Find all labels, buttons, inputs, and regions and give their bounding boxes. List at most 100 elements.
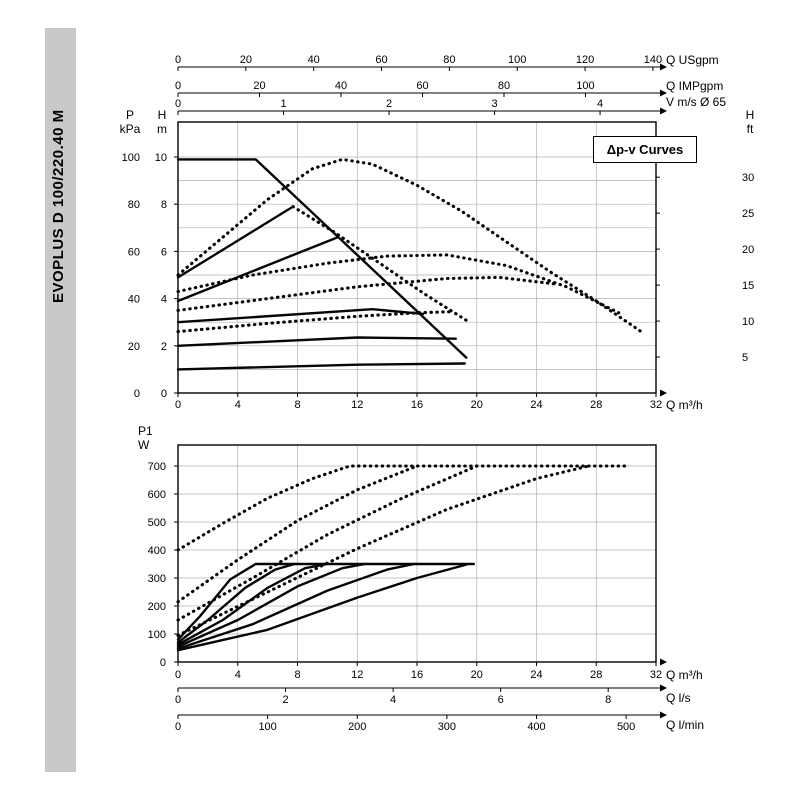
extra-axis-tick-label: 6 bbox=[498, 694, 504, 706]
h-m-tick-label: 0 bbox=[161, 388, 167, 400]
axis-arrow bbox=[660, 107, 667, 115]
h-m-tick-label: 8 bbox=[161, 199, 167, 211]
dotted-curve-top-parallel-max bbox=[176, 157, 643, 334]
x-tick-label: 12 bbox=[351, 399, 363, 411]
top-axis-tick-label: 0 bbox=[175, 80, 181, 92]
axis-arrow bbox=[660, 89, 667, 97]
solid-curve-top-low-curve-2m bbox=[176, 336, 457, 347]
dotted-curve-top-hump-4 bbox=[176, 310, 456, 334]
h-ft-letter: H bbox=[745, 108, 755, 122]
model-sidebar bbox=[45, 28, 76, 772]
h-ft-tick-label: 25 bbox=[742, 208, 754, 220]
x-tick-label: 32 bbox=[650, 669, 662, 681]
extra-axis-tick-label: 2 bbox=[282, 694, 288, 706]
x-tick-label: 24 bbox=[530, 669, 542, 681]
kpa-tick-label: 60 bbox=[128, 246, 140, 258]
solid-curve-top-max-speed-curve bbox=[176, 158, 468, 359]
h-m-tick-label: 10 bbox=[155, 152, 167, 164]
p1-unit: W bbox=[138, 438, 150, 452]
extra-axis-tick-label: 300 bbox=[438, 721, 456, 733]
x-tick-label: 16 bbox=[411, 399, 423, 411]
extra-axis-tick-label: 0 bbox=[175, 721, 181, 733]
extra-axis-tick-label: 0 bbox=[175, 694, 181, 706]
x-tick-label: 16 bbox=[411, 669, 423, 681]
solid-curve-top-dpv-line-3 bbox=[176, 308, 425, 324]
x-tick-label: 8 bbox=[294, 399, 300, 411]
w-tick-label: 300 bbox=[148, 573, 166, 585]
solid-curve-top-low-curve-1m bbox=[176, 362, 466, 371]
top-axis-tick-label: 3 bbox=[491, 98, 497, 110]
top-axis-tick-label: 100 bbox=[508, 54, 526, 66]
top-axis-tick-label: 0 bbox=[175, 54, 181, 66]
p-kpa-unit: kPa bbox=[119, 122, 141, 136]
top-axis-tick-label: 1 bbox=[280, 98, 286, 110]
q-impgpm-axis-label: Q IMPgpm bbox=[666, 79, 724, 93]
kpa-tick-label: 20 bbox=[128, 341, 140, 353]
top-axis-tick-label: 40 bbox=[335, 80, 347, 92]
top-axis-tick-label: 140 bbox=[644, 54, 662, 66]
w-tick-label: 200 bbox=[148, 601, 166, 613]
kpa-tick-label: 40 bbox=[128, 294, 140, 306]
x-tick-label: 28 bbox=[590, 399, 602, 411]
p-kpa-axis-label: P kPa bbox=[114, 108, 146, 136]
top-axis-tick-label: 80 bbox=[498, 80, 510, 92]
w-tick-label: 600 bbox=[148, 489, 166, 501]
extra-axis-tick-label: 4 bbox=[390, 694, 396, 706]
w-tick-label: 100 bbox=[148, 629, 166, 641]
solid-curve-bot-p1-4 bbox=[176, 562, 366, 648]
h-ft-axis-label: H ft bbox=[736, 108, 764, 136]
axis-arrow bbox=[660, 684, 667, 692]
extra-axis-tick-label: 8 bbox=[605, 694, 611, 706]
x-axis-arrow bbox=[660, 658, 667, 666]
top-axis-tick-label: 2 bbox=[386, 98, 392, 110]
v-ms-axis-label: V m/s Ø 65 bbox=[666, 95, 727, 109]
top-axis-tick-label: 40 bbox=[308, 54, 320, 66]
axis-arrow bbox=[660, 711, 667, 719]
h-ft-unit: ft bbox=[746, 122, 754, 136]
x-tick-label: 4 bbox=[235, 669, 241, 681]
w-tick-label: 400 bbox=[148, 545, 166, 557]
dotted-curve-bot-p1-dpv-3 bbox=[176, 464, 479, 622]
top-axis-tick-label: 20 bbox=[253, 80, 265, 92]
h-m-axis-label: H m bbox=[152, 108, 172, 136]
kpa-tick-label: 100 bbox=[122, 152, 140, 164]
solid-curve-bot-p1-3 bbox=[176, 562, 329, 646]
x-tick-label: 28 bbox=[590, 669, 602, 681]
dotted-curve-top-hump-3 bbox=[176, 275, 561, 312]
solid-curve-bot-p1-2 bbox=[176, 562, 296, 644]
q-m3h-axis-label-bottom: Q m³/h bbox=[666, 668, 703, 682]
h-ft-tick-label: 15 bbox=[742, 280, 754, 292]
dotted-curve-top-descent-1 bbox=[291, 205, 471, 324]
kpa-tick-label: 80 bbox=[128, 199, 140, 211]
x-tick-label: 8 bbox=[294, 669, 300, 681]
x-tick-label: 0 bbox=[175, 399, 181, 411]
p-kpa-letter: P bbox=[125, 108, 134, 122]
h-m-tick-label: 4 bbox=[161, 294, 167, 306]
top-axis-tick-label: 80 bbox=[443, 54, 455, 66]
x-tick-label: 4 bbox=[235, 399, 241, 411]
q-ls-axis-label: Q l/s bbox=[666, 691, 691, 705]
top-axis-tick-label: 0 bbox=[175, 98, 181, 110]
h-m-letter: H bbox=[157, 108, 167, 122]
top-axis-tick-label: 60 bbox=[416, 80, 428, 92]
q-lmin-axis-label: Q l/min bbox=[666, 718, 705, 732]
w-tick-label: 0 bbox=[160, 657, 166, 669]
extra-axis-tick-label: 500 bbox=[617, 721, 635, 733]
p1-w-axis-label: P1 W bbox=[138, 424, 164, 452]
solid-curve-top-dpv-line-2 bbox=[176, 235, 339, 303]
x-tick-label: 24 bbox=[530, 399, 542, 411]
top-axis-tick-label: 100 bbox=[576, 80, 594, 92]
dotted-curve-top-hump-2 bbox=[176, 253, 621, 315]
q-usgpm-axis-label: Q USgpm bbox=[666, 53, 719, 67]
h-m-unit: m bbox=[157, 122, 167, 136]
h-ft-tick-label: 30 bbox=[742, 172, 754, 184]
h-m-tick-label: 6 bbox=[161, 246, 167, 258]
extra-axis-tick-label: 100 bbox=[258, 721, 276, 733]
h-ft-tick-label: 5 bbox=[742, 352, 748, 364]
solid-curve-bot-p1-5 bbox=[176, 562, 416, 650]
top-axis-tick-label: 4 bbox=[597, 98, 603, 110]
extra-axis-tick-label: 400 bbox=[527, 721, 545, 733]
w-tick-label: 500 bbox=[148, 517, 166, 529]
